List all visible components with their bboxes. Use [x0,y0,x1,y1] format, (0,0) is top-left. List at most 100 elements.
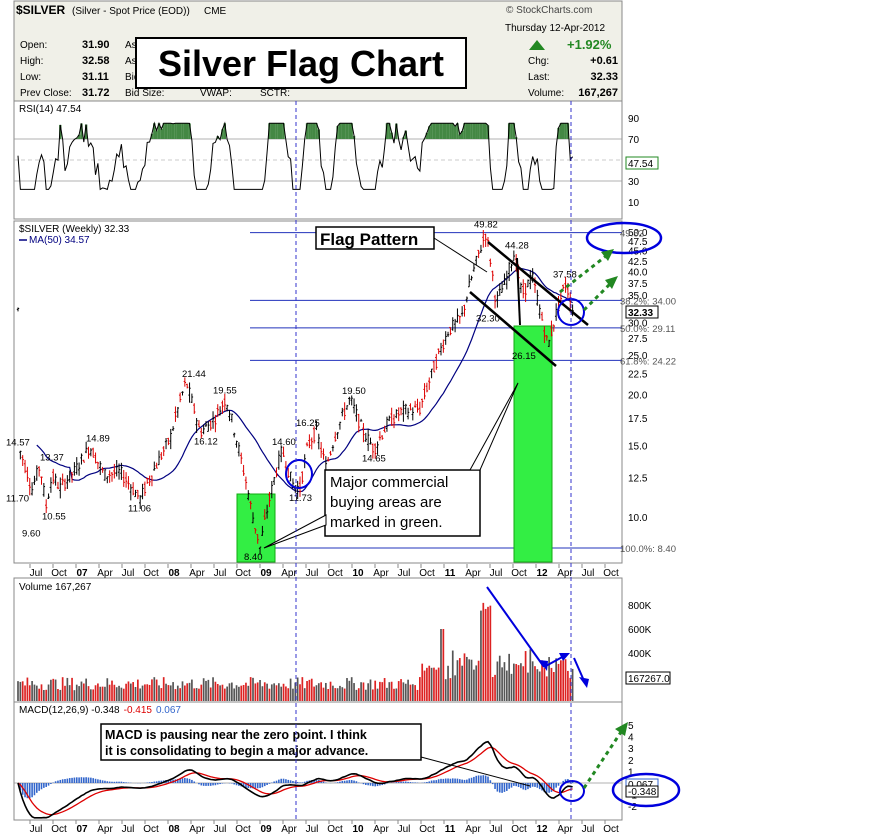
x-tick-label: 12 [536,824,548,835]
stat-mid-label: SCTR: [260,88,290,99]
fib-label: 50.0%: 29.11 [620,324,675,335]
price-tick: 15.0 [628,441,648,452]
stat-value: 32.33 [590,71,618,83]
x-tick-label: Jul [490,824,503,835]
stat-value: 31.72 [82,87,110,99]
x-tick-label: Oct [235,824,251,835]
stat-label: High: [20,56,43,67]
price-tick: 27.5 [628,334,648,345]
volume-arrow-down-head [539,660,548,671]
x-tick-label: Jul [582,824,595,835]
price-current-box [625,305,659,319]
title-box [135,37,467,89]
price-label: 13.37 [40,453,64,464]
x-tick-label: Oct [143,568,159,579]
price-current: 32.33 [628,308,653,319]
price-label: 14.60 [272,437,296,448]
rsi-current: 47.54 [628,159,653,170]
price-label: 19.55 [213,385,237,396]
arrow-up-2-head [605,276,618,289]
x-tick-label: Apr [97,568,113,579]
macd-current: -0.348 [628,787,657,798]
macd-line-series [17,740,573,819]
price-tick: 30.0 [628,318,648,329]
volume-bars [17,602,574,701]
x-tick-label: Jul [398,568,411,579]
chart-title: Silver Flag Chart [158,43,444,84]
x-tick-label: Apr [465,568,481,579]
volume-legend: Volume 167,267 [19,582,92,593]
x-axis-top: Jul Oct 07 Apr Jul Oct 08 Apr Jul Oct 09 Apr Jul Oct 1… [29,564,619,579]
green-zone-2008 [236,493,276,563]
stat-label: Volume: [528,88,564,99]
flag-label: Flag Pattern [320,230,418,249]
price-tick: 12.5 [628,474,648,485]
x-tick-label: Oct [327,824,343,835]
x-tick-label: Oct [511,824,527,835]
price-legend: $SILVER (Weekly) 32.33 [19,224,130,235]
volume-arrow-up-head [559,653,570,661]
x-tick-label: 12 [536,568,548,579]
fib-labels: 49.82 38.2%: 34.00 50.0%: 29.11 61.8%: 24.2… [620,229,676,555]
x-tick-label: Oct [235,568,251,579]
x-tick-label: Oct [327,568,343,579]
macd-legend-signal: -0.415 [124,705,153,716]
x-tick-label: Oct [603,568,619,579]
price-label: 14.57 [6,437,30,448]
stat-value: 167,267 [578,87,618,99]
x-tick-label: Jul [398,824,411,835]
price-label: 16.25 [296,418,320,429]
macd-target-circle [611,772,681,808]
stats-mid: As As Bid Bid Size: VWAP: SCTR: [125,40,290,99]
x-tick-label: Apr [557,824,573,835]
brand[interactable]: © StockCharts.com [506,5,592,16]
stat-mid-label: Bid Size: [125,88,164,99]
x-tick-label: 11 [445,824,456,835]
date: Thursday 12-Apr-2012 [505,23,605,34]
price-label: 44.28 [505,241,529,252]
x-tick-label: Jul [30,568,43,579]
x-tick-label: Oct [419,568,435,579]
price-tick: 10.0 [628,513,648,524]
price-label: 9.60 [22,528,41,539]
flag-pole [516,257,521,326]
x-tick-label: 10 [352,568,364,579]
stat-value: 32.58 [82,55,110,67]
x-tick-label: Apr [465,824,481,835]
volume-tick: 600K [628,625,652,636]
price-label: 21.44 [182,369,206,380]
macd-arrow-up [582,731,623,789]
price-tick: 40.0 [628,268,648,279]
flag-pointer [433,237,488,273]
stat-mid-label: VWAP: [200,88,232,99]
x-tick-label: Apr [189,568,205,579]
x-tick-label: 07 [76,824,88,835]
x-tick-label: Jul [30,824,43,835]
rsi-tick: 90 [628,114,640,125]
x-tick-label: Jul [306,568,319,579]
price-label: 37.58 [553,270,577,281]
stat-label: Open: [20,40,47,51]
price-label: 26.15 [512,351,536,362]
x-tick-label: Jul [122,568,135,579]
volume-current-box [625,671,671,685]
stat-value: 31.90 [82,39,110,51]
rsi-overbought-fill [59,123,570,139]
ma50-series [36,267,573,493]
rsi-tick: 30 [628,177,640,188]
price-tick: 25.0 [628,351,648,362]
x-tick-label: Jul [490,568,503,579]
price-label: 49.82 [474,220,498,231]
circle-2009 [285,459,313,489]
stats-right: Chg: +0.61 Last: 32.33 Volume: 167,267 [528,55,618,99]
x-tick-label: 10 [352,824,364,835]
macd-note-box [100,723,422,761]
fib-label: 49.82 [620,229,644,240]
green-note-line3: marked in green. [330,514,443,531]
macd-legend: MACD(12,26,9) -0.348 -0.415 0.067 [19,705,181,716]
price-label: 14.89 [86,434,110,445]
symbol: $SILVER [16,3,65,17]
volume-tick: 800K [628,601,652,612]
price-bars [16,229,574,555]
